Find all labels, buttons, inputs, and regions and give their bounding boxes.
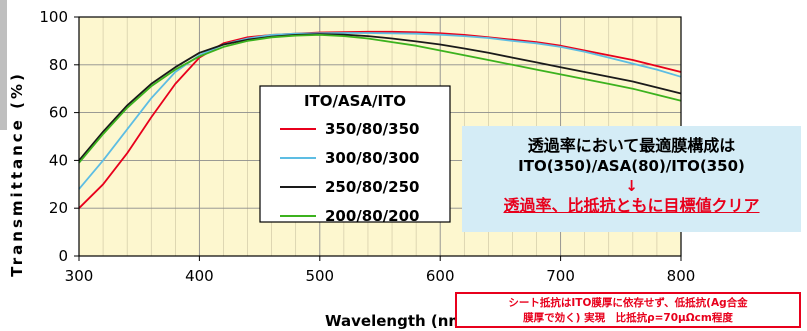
legend-label: 250/80/250 (325, 178, 419, 196)
footer-line-2: 膜厚で効く) 実現 比抵抗ρ=70μΩcm程度 (523, 312, 733, 324)
y-tick-label: 80 (49, 56, 68, 74)
legend-label: 350/80/350 (325, 120, 419, 138)
y-tick-label: 0 (58, 247, 68, 265)
legend-items: 350/80/350 300/80/300 250/80/250 200/80/200 (280, 120, 419, 225)
side-tab (0, 0, 7, 130)
series-line-200-80-200 (78, 34, 682, 164)
footer-note: シート抵抗はITO膜厚に依存せず、低抵抗(Ag合金 膜厚で効く) 実現 比抵抗ρ… (455, 292, 801, 328)
note-line-2: ITO(350)/ASA(80)/ITO(350) (518, 157, 745, 175)
y-tick-label: 60 (49, 104, 68, 122)
legend: ITO/ASA/ITO 350/80/350 300/80/300 250/80/2… (259, 85, 451, 225)
x-tick-label: 500 (305, 267, 334, 285)
legend-title: ITO/ASA/ITO (304, 92, 406, 110)
x-tick-label: 300 (65, 267, 94, 285)
series-layer (78, 30, 682, 209)
x-tick-label: 700 (546, 267, 575, 285)
footer-line-1: シート抵抗はITO膜厚に依存せず、低抵抗(Ag合金 (508, 297, 748, 309)
y-tick-label: 20 (49, 199, 68, 217)
note-line-1: 透過率において最適膜構成は (527, 136, 736, 155)
legend-box (259, 85, 451, 223)
series-line-250-80-250 (78, 33, 682, 161)
x-tick-label: 400 (185, 267, 214, 285)
series-line-350-80-350 (78, 30, 682, 209)
y-axis-label: Transmittance (%) (8, 71, 26, 277)
x-tick-label: 800 (667, 267, 696, 285)
series-line-300-80-300 (78, 32, 682, 190)
down-arrow-icon: ↓ (625, 177, 638, 195)
y-tick-label: 40 (49, 151, 68, 169)
tick-labels: 300 400 500 600 700 800 0 20 40 60 80 100 (39, 8, 695, 285)
x-tick-label: 600 (426, 267, 455, 285)
legend-label: 200/80/200 (325, 207, 419, 225)
legend-label: 300/80/300 (325, 149, 419, 167)
note-line-3: 透過率、比抵抗ともに目標値クリア (503, 196, 760, 215)
x-axis-label: Wavelength (nm) (325, 312, 471, 330)
conclusion-note: 透過率において最適膜構成は ITO(350)/ASA(80)/ITO(350) … (462, 126, 801, 232)
y-tick-label: 100 (39, 8, 68, 26)
